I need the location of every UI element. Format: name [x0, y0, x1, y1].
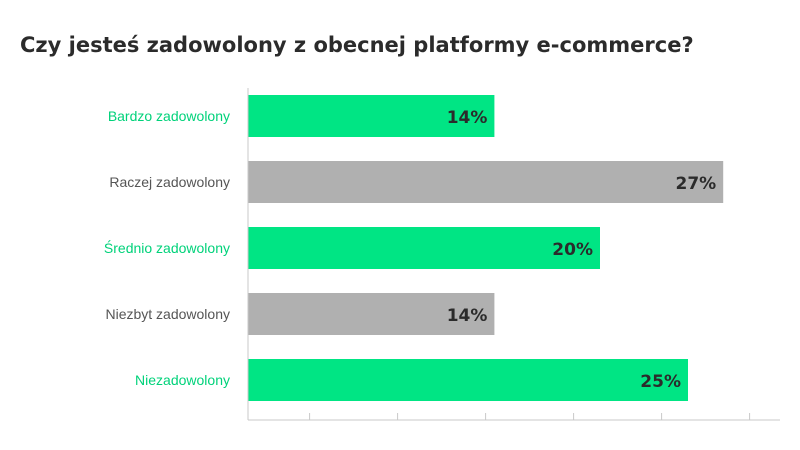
value-label: 20%: [552, 240, 593, 260]
bars-group: [248, 95, 724, 401]
category-label: Średnio zadowolony: [104, 239, 230, 256]
bar-1: [248, 95, 495, 137]
category-label: Niezadowolony: [135, 372, 230, 388]
bar-3: [248, 227, 600, 269]
value-label: 27%: [675, 174, 716, 194]
value-label: 14%: [447, 108, 488, 128]
category-label: Niezbyt zadowolony: [105, 306, 230, 322]
category-labels: Bardzo zadowolony Raczej zadowolony Średni…: [104, 108, 230, 388]
x-axis: [247, 88, 780, 421]
value-label: 25%: [640, 372, 681, 392]
category-label: Raczej zadowolony: [109, 174, 230, 190]
chart-title: Czy jesteś zadowolony z obecnej platform…: [20, 33, 694, 57]
value-labels: 14% 27% 20% 14% 25%: [447, 108, 717, 392]
bar-4: [248, 293, 495, 335]
value-label: 14%: [447, 306, 488, 326]
bar-5: [248, 359, 688, 401]
category-label: Bardzo zadowolony: [108, 108, 230, 124]
bar-2: [248, 161, 724, 203]
